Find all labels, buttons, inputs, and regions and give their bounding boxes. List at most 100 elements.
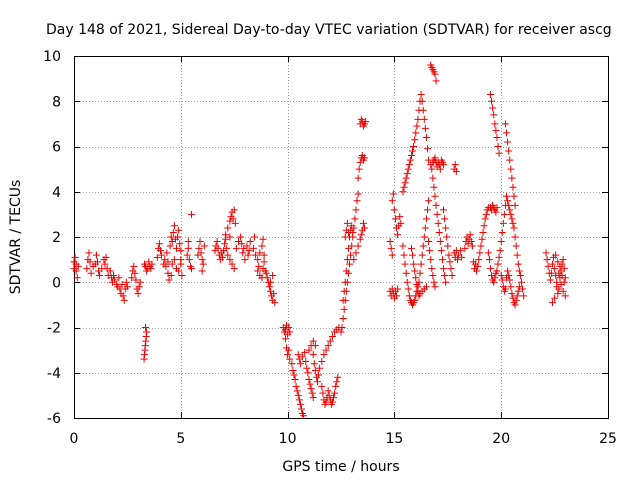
data-point <box>315 371 323 379</box>
data-point <box>442 224 450 232</box>
data-point <box>339 314 347 322</box>
data-point <box>509 183 517 191</box>
data-point <box>74 262 82 270</box>
data-point <box>231 219 239 227</box>
data-point <box>184 238 192 246</box>
data-point <box>497 271 505 279</box>
data-point <box>297 405 305 413</box>
data-point <box>434 219 442 227</box>
data-point <box>474 262 482 270</box>
data-point <box>552 251 560 259</box>
data-point <box>505 147 513 155</box>
data-point <box>499 219 507 227</box>
data-point <box>519 285 527 293</box>
data-point <box>250 233 258 241</box>
data-point <box>302 357 310 365</box>
y-tick-labels: -6 -4 -2 0 2 4 6 8 10 <box>43 49 61 427</box>
data-point <box>198 267 206 275</box>
data-point <box>441 215 449 223</box>
data-point <box>401 179 409 187</box>
data-point <box>416 269 424 277</box>
data-point <box>494 143 502 150</box>
data-point <box>134 290 142 298</box>
data-point <box>101 260 109 268</box>
data-point <box>328 333 336 341</box>
data-point <box>505 271 513 279</box>
data-point <box>409 147 417 155</box>
data-point <box>390 206 398 214</box>
data-point <box>421 224 429 232</box>
data-point <box>389 190 397 198</box>
data-point <box>556 262 564 270</box>
data-point <box>414 115 422 123</box>
data-point <box>102 253 110 261</box>
data-point <box>437 247 445 255</box>
data-point <box>326 337 334 345</box>
data-point <box>222 231 230 239</box>
data-point <box>548 260 556 268</box>
data-point <box>147 265 155 273</box>
data-point <box>418 97 426 105</box>
data-point <box>513 292 521 300</box>
data-point <box>433 210 441 218</box>
data-point <box>296 400 304 408</box>
data-point <box>510 192 518 200</box>
data-point <box>495 253 503 261</box>
data-point <box>195 244 203 252</box>
data-point <box>461 244 469 252</box>
data-point <box>226 256 234 264</box>
data-point <box>346 260 354 268</box>
data-point <box>106 267 114 275</box>
data-point <box>324 342 332 350</box>
data-point <box>260 251 268 259</box>
data-point <box>560 278 568 286</box>
y-tick-label: 4 <box>52 185 61 201</box>
data-point <box>498 276 506 284</box>
data-point <box>318 382 326 390</box>
data-point <box>487 90 495 98</box>
data-point <box>322 346 330 354</box>
data-point <box>142 324 150 331</box>
data-point <box>311 342 319 350</box>
data-point <box>284 351 292 359</box>
data-point <box>306 380 314 388</box>
data-point <box>402 174 410 182</box>
data-point <box>551 294 559 302</box>
data-point <box>255 262 263 270</box>
data-point <box>131 269 139 277</box>
data-point <box>492 127 500 135</box>
data-point <box>178 271 186 279</box>
data-point <box>350 256 358 264</box>
data-point <box>508 215 516 223</box>
data-point <box>176 240 184 248</box>
data-point <box>153 253 161 261</box>
chart-title: Day 148 of 2021, Sidereal Day-to-day VTE… <box>46 22 612 38</box>
data-point <box>347 251 355 259</box>
data-point <box>221 240 229 248</box>
data-point <box>407 244 415 252</box>
data-point <box>187 265 195 273</box>
data-point <box>411 267 419 275</box>
data-point <box>482 210 490 218</box>
data-point <box>196 238 204 246</box>
data-point <box>256 249 264 257</box>
data-point <box>341 278 349 286</box>
data-point <box>352 206 360 214</box>
data-point <box>164 258 172 266</box>
data-point <box>197 249 205 257</box>
data-point <box>357 231 365 239</box>
data-point <box>305 346 313 354</box>
data-point <box>158 251 166 259</box>
data-point <box>404 285 412 293</box>
data-point <box>118 281 126 289</box>
data-point <box>325 391 333 399</box>
data-point <box>226 233 234 241</box>
data-point <box>401 260 409 268</box>
data-point <box>167 233 175 241</box>
data-point <box>155 240 163 248</box>
data-point <box>489 104 497 112</box>
data-point <box>136 278 144 286</box>
data-point <box>422 215 430 223</box>
data-point <box>510 224 518 232</box>
